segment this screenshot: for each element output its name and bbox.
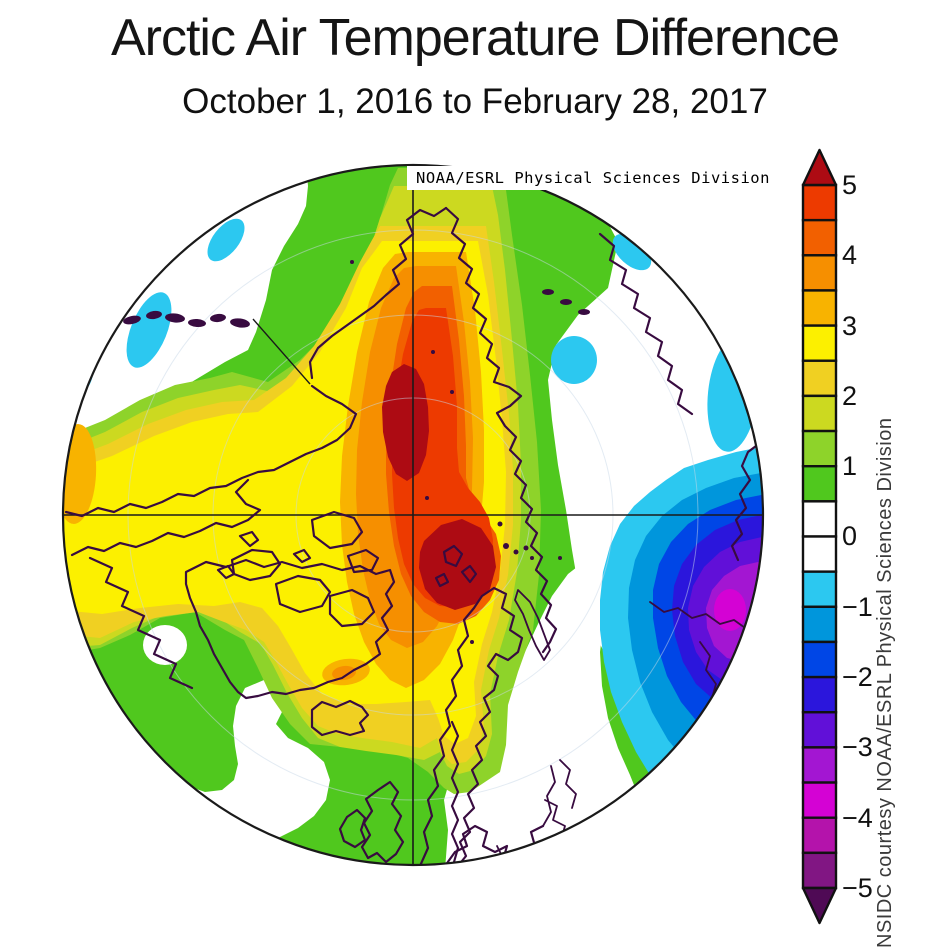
colorbar-tick: −5 [842, 873, 873, 903]
meridian-seam-line [252, 318, 311, 385]
colorbar-segment [801, 746, 838, 784]
colorbar-tick: −4 [842, 803, 873, 833]
credit-vertical-text: NSIDC courtesy NOAA/ESRL Physical Scienc… [874, 417, 896, 948]
colorbar-tick: 5 [842, 170, 858, 200]
page-title: Arctic Air Temperature Difference [110, 9, 840, 67]
colorbar-segment [801, 500, 838, 538]
colorbar-segment [801, 324, 838, 362]
colorbar [801, 148, 838, 925]
colorbar-segment [801, 605, 838, 644]
map-boundary-circle [61, 163, 765, 867]
colorbar-segment [801, 359, 838, 398]
colorbar-segment [801, 394, 838, 433]
colorbar-tick: −3 [842, 732, 873, 762]
colorbar-arrow-up [801, 148, 838, 187]
warm-core-north [382, 364, 429, 481]
colorbar-tick: 1 [842, 451, 858, 481]
colorbar-segment [801, 218, 838, 257]
colorbar-segment [801, 254, 838, 292]
colorbar-segment [801, 675, 838, 714]
colorbar-segment [801, 535, 838, 573]
colorbar-segment [801, 429, 838, 468]
small-islands [123, 260, 590, 644]
colorbar-segment [801, 570, 838, 609]
colorbar-tick: 2 [842, 381, 858, 411]
map-source-label: NOAA/ESRL Physical Sciences Division [407, 166, 778, 190]
colorbar-segment [801, 289, 838, 327]
colorbar-tick: −1 [842, 592, 873, 622]
colorbar-tick: 4 [842, 240, 858, 270]
colorbar-segment [801, 851, 838, 890]
temperature-anomaly-field [63, 165, 763, 865]
crosshair-lines [63, 165, 763, 865]
page-subtitle: October 1, 2016 to February 28, 2017 [182, 82, 768, 121]
colorbar-arrow-down [801, 886, 838, 925]
colorbar-segment [801, 711, 838, 749]
colorbar-segment [801, 465, 838, 503]
colorbar-segment [801, 781, 838, 819]
colorbar-tick: −2 [842, 662, 873, 692]
colorbar-tick: 0 [842, 521, 858, 551]
colorbar-segment [801, 640, 838, 679]
colorbar-tick: 3 [842, 311, 858, 341]
colorbar-segment [801, 183, 838, 222]
colorbar-segment [801, 816, 838, 855]
